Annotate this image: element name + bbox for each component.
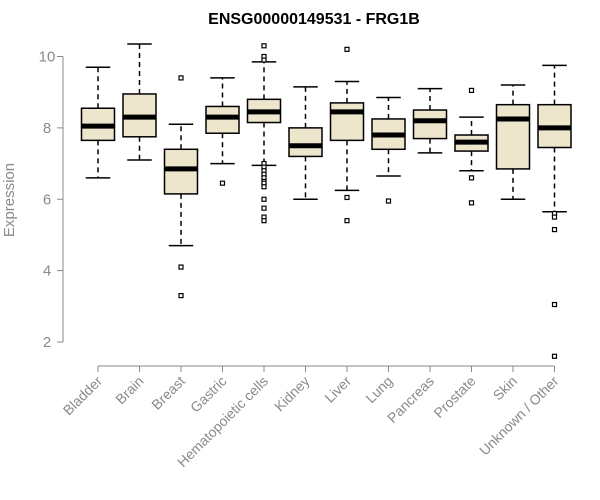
box-group [537,64,572,359]
outlier-point [344,218,350,224]
box-group [495,84,531,200]
box-group [80,66,116,179]
outlier-point [178,75,184,81]
x-tick-label: Unknown / Other [476,373,562,459]
outlier-point [261,196,267,202]
outlier-point [385,198,392,204]
box-group [371,96,406,204]
x-tick-label: Prostate [430,373,478,421]
y-axis: 2 4 6 8 10 [39,49,64,351]
outlier-point [551,301,558,308]
iqr-box [329,102,365,142]
outlier-point [551,353,558,359]
iqr-box [205,105,240,134]
iqr-box [495,103,531,170]
outlier-point [178,293,184,299]
box-group [329,46,365,224]
iqr-box [412,109,448,140]
outlier-point [219,180,226,186]
box-group [246,43,282,224]
outlier-point [261,184,267,190]
outlier-point [551,226,558,233]
x-tick-label: Kidney [271,373,313,415]
outlier-point [468,87,475,94]
y-tick-label: 8 [43,120,51,137]
box-group [122,43,157,161]
outlier-point [261,43,267,49]
outlier-point [468,200,475,206]
box-group [205,77,240,186]
y-tick-label: 2 [43,334,51,351]
outlier-point [551,214,558,220]
x-tick-label: Lung [362,373,395,406]
box-group [288,86,323,200]
outlier-point [261,218,267,224]
plot-area [80,43,572,359]
outlier-point [344,194,350,201]
y-tick-label: 4 [43,263,51,280]
y-tick-label: 10 [39,49,56,66]
x-tick-label: Breast [148,373,188,413]
x-tick-label: Liver [321,373,354,406]
outlier-point [261,205,267,211]
outlier-point [261,57,267,63]
outlier-point [468,175,475,181]
x-tick-label: Brain [112,373,146,407]
iqr-box [288,127,323,158]
chart-title: ENSG00000149531 - FRG1B [208,11,420,28]
outlier-point [178,264,184,270]
box-group [454,87,489,206]
iqr-box [163,148,199,195]
y-axis-label: Expression [1,163,18,237]
box-group [163,75,199,299]
box-group [412,87,448,154]
outlier-point [344,46,350,52]
x-tick-label: Skin [490,373,521,404]
x-tick-label: Bladder [60,373,106,419]
y-tick-label: 6 [43,191,51,208]
